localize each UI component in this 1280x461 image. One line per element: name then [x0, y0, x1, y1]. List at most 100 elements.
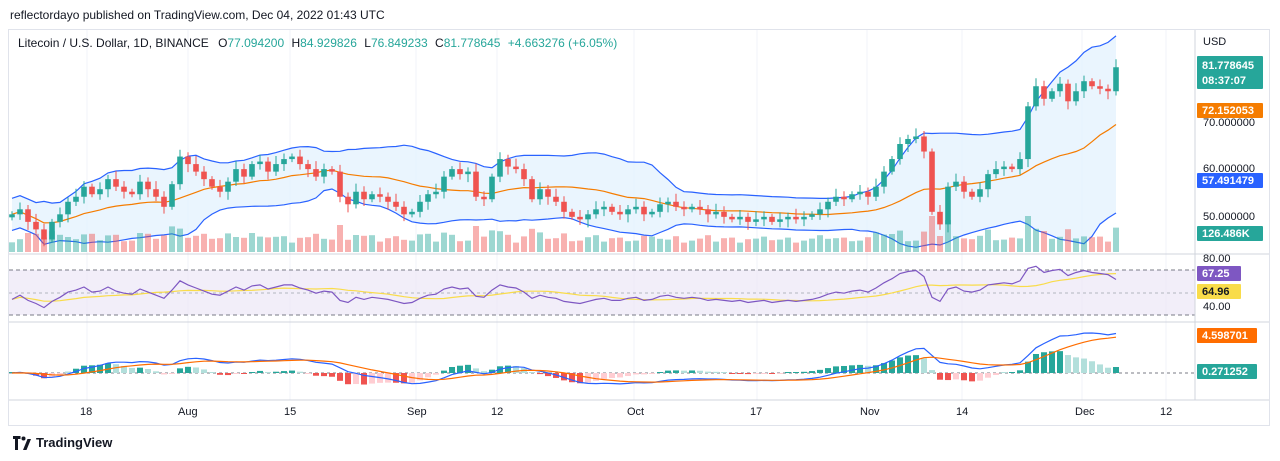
candle-body	[537, 189, 543, 200]
candle	[113, 171, 119, 191]
volume-bar	[1041, 231, 1047, 252]
candle-body	[857, 191, 863, 195]
candle-body	[1057, 83, 1063, 92]
volume-bar	[569, 241, 575, 252]
macd-histogram-bar	[937, 373, 943, 380]
candle	[865, 187, 871, 205]
candle-body	[273, 164, 279, 172]
volume-bar	[913, 240, 919, 252]
chart-frame[interactable]	[8, 29, 1270, 426]
brand-name: TradingView	[36, 435, 113, 450]
candle-body	[905, 138, 911, 144]
candle	[137, 174, 143, 200]
macd-histogram-bar	[841, 365, 847, 373]
candle	[777, 212, 783, 228]
volume-bar	[929, 216, 935, 252]
volume-bar	[297, 237, 303, 252]
candle-body	[1097, 86, 1103, 89]
candle	[569, 208, 575, 220]
volume-bar	[889, 234, 895, 252]
macd-histogram-bar	[185, 366, 191, 373]
candle-body	[705, 209, 711, 215]
volume-bar	[793, 242, 799, 252]
macd-histogram-bar	[81, 365, 87, 373]
candle	[25, 205, 31, 230]
candle-body	[993, 169, 999, 175]
candle-body	[209, 179, 215, 187]
candle-body	[121, 186, 127, 192]
candle-body	[113, 179, 119, 187]
time-label: Sep	[407, 406, 427, 418]
volume-bar	[169, 226, 175, 252]
candlesticks	[9, 59, 1119, 247]
volume-bar	[129, 240, 135, 252]
macd-histogram-bar	[1041, 352, 1047, 373]
volume-bar	[193, 235, 199, 252]
time-label: Nov	[860, 406, 880, 418]
candle	[617, 205, 623, 220]
candle	[81, 181, 87, 204]
candle-body	[401, 206, 407, 215]
macd-histogram-bar	[41, 373, 47, 379]
volume-bar	[617, 237, 623, 252]
volume-bar	[177, 228, 183, 252]
candle	[89, 183, 95, 198]
candle-body	[745, 216, 751, 222]
macd-histogram-bar	[465, 364, 471, 373]
volume-bar	[185, 237, 191, 252]
macd-histogram-bar	[329, 373, 335, 377]
candle	[625, 205, 631, 223]
candle	[353, 183, 359, 209]
macd-histogram-bar	[441, 370, 447, 373]
volume-bar	[993, 240, 999, 252]
last-price-tag	[1197, 56, 1263, 89]
volume-bar	[441, 232, 447, 252]
candle	[689, 203, 695, 213]
candle-body	[985, 174, 991, 190]
macd-histogram-bar	[1089, 361, 1095, 373]
candle	[945, 182, 951, 233]
candle-body	[921, 136, 927, 152]
volume-bar	[241, 237, 247, 252]
volume-bar	[289, 242, 295, 252]
macd-histogram-bar	[1073, 357, 1079, 373]
candle	[633, 198, 639, 214]
tradingview-brand[interactable]: TradingView	[12, 435, 112, 450]
rsi-pane	[9, 265, 1195, 316]
volume-bar	[257, 236, 263, 252]
candle-body	[977, 189, 983, 197]
candle	[993, 161, 999, 179]
candle	[585, 210, 591, 228]
candle	[577, 210, 583, 225]
macd-histogram	[9, 351, 1119, 385]
volume-bar	[625, 241, 631, 252]
candle	[177, 149, 183, 190]
candle-body	[225, 181, 231, 192]
macd-histogram-bar	[817, 369, 823, 373]
volume-bar	[737, 242, 743, 252]
candle	[233, 161, 239, 186]
macd-histogram-bar	[505, 365, 511, 373]
candle-body	[689, 206, 695, 210]
candle	[953, 173, 959, 191]
candle-body	[1017, 159, 1023, 170]
symbol-name: Litecoin / U.S. Dollar, 1D, BINANCE	[18, 36, 209, 50]
candle-body	[865, 191, 871, 197]
volume-bar	[1049, 238, 1055, 252]
volume-bar	[897, 230, 903, 252]
volume-bar	[457, 241, 463, 252]
volume-bar	[1057, 236, 1063, 252]
candle	[289, 153, 295, 163]
volume-bar	[601, 241, 607, 252]
candle-body	[1009, 166, 1015, 170]
rsi-tick: 80.00	[1203, 253, 1231, 265]
volume-bar	[281, 236, 287, 252]
volume-bar	[249, 233, 255, 252]
candle-body	[257, 161, 263, 165]
candle-body	[625, 209, 631, 215]
candle-body	[25, 209, 31, 222]
change-value: +4.663276 (+6.05%)	[507, 36, 618, 50]
volume-bar	[305, 237, 311, 252]
candle-body	[737, 216, 743, 220]
